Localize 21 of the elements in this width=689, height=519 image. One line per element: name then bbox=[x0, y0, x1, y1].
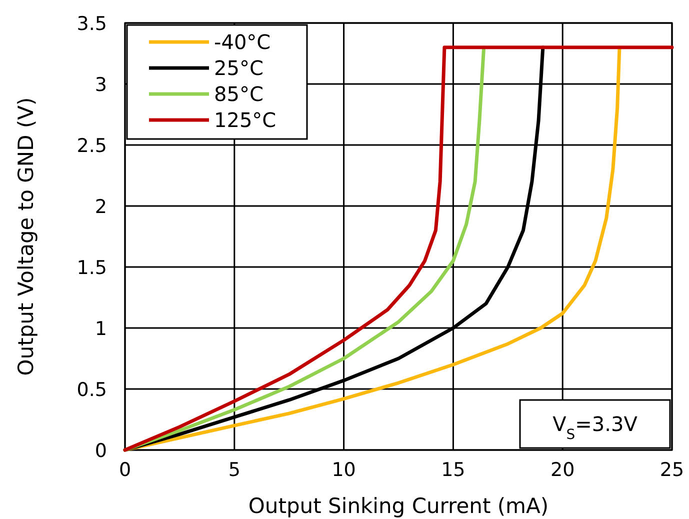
y-tick-label: 3 bbox=[94, 74, 107, 96]
y-tick-label: 3.5 bbox=[76, 13, 107, 35]
y-tick-label: 2.5 bbox=[76, 135, 107, 157]
legend-label: 125°C bbox=[214, 108, 276, 132]
x-tick-label: 15 bbox=[441, 459, 466, 481]
x-tick-label: 25 bbox=[660, 459, 684, 481]
annotation: V$_{S}$=3.3V bbox=[552, 412, 638, 443]
x-tick-label: 0 bbox=[118, 459, 132, 481]
legend-label: -40°C bbox=[214, 30, 271, 54]
y-tick-label: 2 bbox=[94, 196, 107, 218]
y-tick-label: 0 bbox=[94, 440, 107, 462]
y-tick-label: 0.5 bbox=[76, 379, 107, 401]
x-tick-label: 5 bbox=[228, 459, 240, 481]
x-tick-label: 20 bbox=[550, 459, 575, 481]
y-tick-label: 1 bbox=[94, 318, 107, 340]
y-axis-title: Output Voltage to GND (V) bbox=[14, 97, 38, 376]
x-tick-label: 10 bbox=[332, 459, 356, 481]
x-axis-title: Output Sinking Current (mA) bbox=[248, 494, 549, 518]
legend-label: 85°C bbox=[214, 82, 264, 106]
y-tick-label: 1.5 bbox=[76, 257, 107, 279]
legend-label: 25°C bbox=[214, 56, 264, 80]
